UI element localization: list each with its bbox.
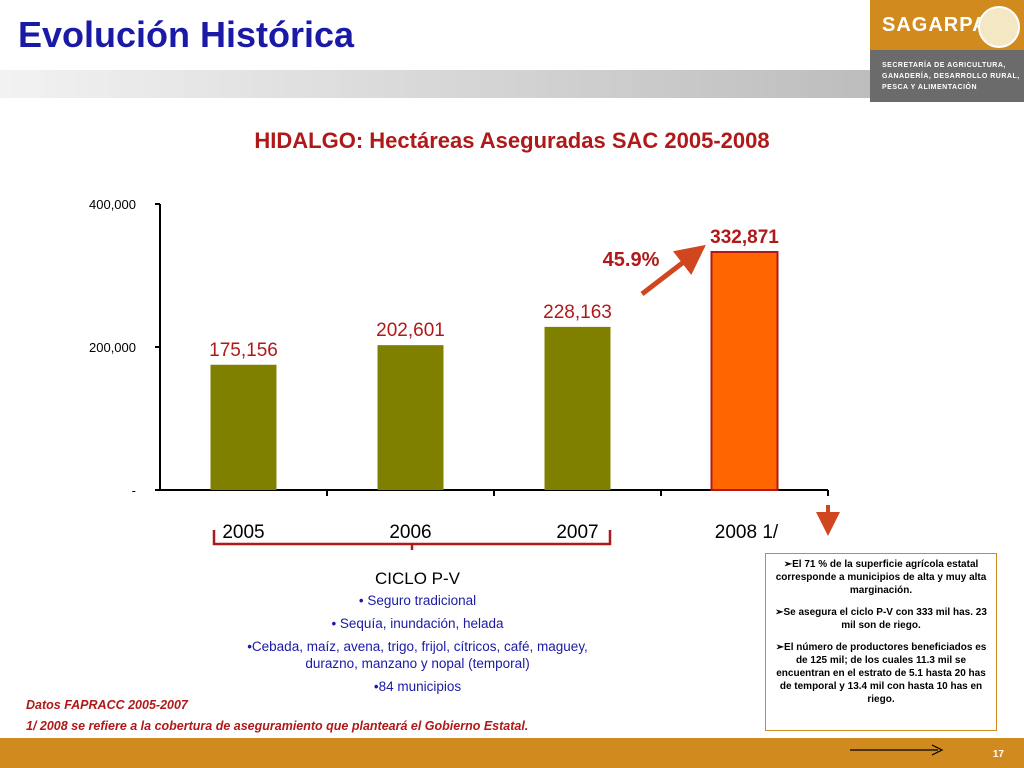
- info-box: ➢El 71 % de la superficie agrícola estat…: [765, 553, 997, 731]
- chart-title: HIDALGO: Hectáreas Aseguradas SAC 2005-2…: [254, 128, 770, 153]
- title-bar: Evolución Histórica: [0, 0, 870, 70]
- growth-arrow-icon: [640, 244, 706, 296]
- bullet-arrow-icon: ➢: [775, 642, 785, 653]
- ciclo-item: •84 municipios: [373, 679, 462, 694]
- sagarpa-logo: SAGARPA SECRETARÍA DE AGRICULTURA, GANAD…: [870, 0, 1024, 102]
- y-tick-label: 200,000: [89, 340, 136, 355]
- ciclo-section: CICLO P-V • Seguro tradicional • Sequía,…: [220, 570, 615, 701]
- info-paragraph: Se asegura el ciclo P-V con 333 mil has.…: [783, 607, 987, 631]
- data-label: 175,156: [209, 340, 278, 361]
- bar: [210, 364, 277, 490]
- info-paragraph: El número de productores beneficiados es…: [776, 642, 987, 705]
- header-band: [0, 70, 870, 98]
- logo-subtitle: SECRETARÍA DE AGRICULTURA, GANADERÍA, DE…: [882, 62, 1020, 91]
- footnote: 1/ 2008 se refiere a la cobertura de ase…: [26, 719, 529, 733]
- x-tick-label: 2006: [389, 522, 431, 543]
- bar: [544, 326, 611, 490]
- ciclo-item: •Cebada, maíz, avena, trigo, frijol, cít…: [247, 639, 588, 671]
- value-labels-group: 175,156 202,601 228,163 332,871: [209, 227, 779, 361]
- data-label: 202,601: [376, 320, 445, 341]
- mexico-seal-icon: [978, 6, 1020, 48]
- y-tick-label: 400,000: [89, 197, 136, 212]
- year-labels-group: 2005 2006 2007 2008 1/: [222, 522, 779, 543]
- y-axis: - 200,000 400,000: [89, 197, 161, 498]
- page-number: 17: [992, 749, 1004, 760]
- logo-top-band: SAGARPA: [870, 0, 1024, 50]
- growth-label: 45.9%: [603, 249, 660, 271]
- bar-chart: - 200,000 400,000 175,156 202,601 228,163 332…: [89, 197, 840, 550]
- x-tick-label: 2005: [222, 522, 264, 543]
- info-paragraph: El 71 % de la superficie agrícola estata…: [775, 559, 987, 596]
- footer-bar: [0, 738, 1024, 768]
- data-label: 228,163: [543, 302, 612, 323]
- bar: [710, 250, 779, 491]
- bar: [377, 345, 444, 490]
- ciclo-item: • Sequía, inundación, helada: [331, 616, 504, 631]
- bullet-arrow-icon: ➢: [775, 607, 784, 618]
- bullet-arrow-icon: ➢: [783, 559, 793, 570]
- bars-group: [210, 250, 779, 491]
- ciclo-item: • Seguro tradicional: [358, 593, 477, 608]
- next-arrow-icon[interactable]: [850, 744, 945, 756]
- logo-wordmark: SAGARPA: [882, 14, 988, 36]
- ciclo-heading: CICLO P-V: [374, 569, 461, 588]
- source-note: Datos FAPRACC 2005-2007: [26, 698, 188, 712]
- page-title: Evolución Histórica: [18, 14, 355, 55]
- data-label: 332,871: [710, 227, 779, 248]
- x-tick-label: 2008 1/: [715, 522, 779, 543]
- y-tick-label: -: [132, 483, 136, 498]
- bracket-icon: [212, 530, 612, 550]
- x-tick-label: 2007: [556, 522, 598, 543]
